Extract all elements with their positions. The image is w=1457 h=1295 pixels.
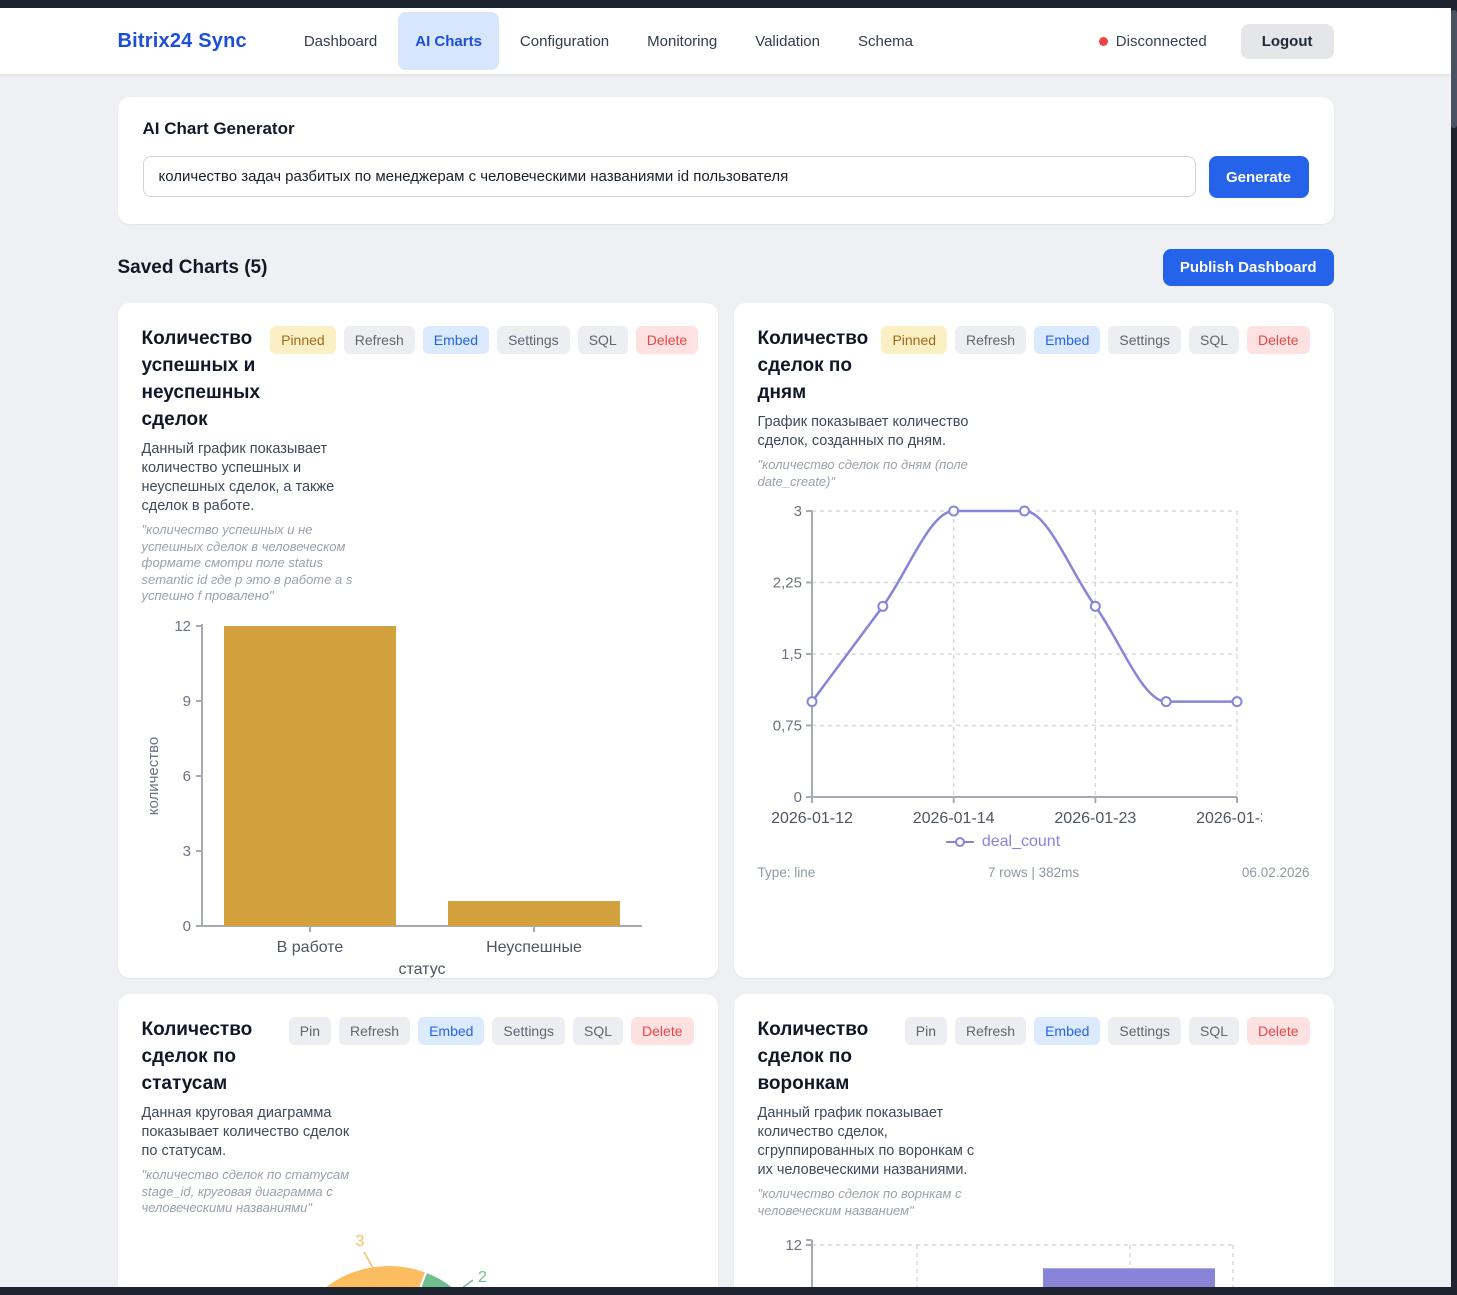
nav-item-monitoring[interactable]: Monitoring — [647, 32, 718, 50]
svg-text:статус: статус — [398, 961, 445, 978]
bar-chart: 129 — [758, 1232, 1310, 1287]
svg-text:2026-01-23: 2026-01-23 — [1054, 810, 1136, 825]
svg-text:9: 9 — [182, 693, 190, 710]
page: Bitrix24 Sync Dashboard AI Charts Configur… — [0, 8, 1451, 1287]
nav-item-schema[interactable]: Schema — [857, 32, 914, 50]
settings-badge-button[interactable]: Settings — [492, 1017, 566, 1045]
bar-chart: 0 3 6 9 12 В работе Неуспешные статус количество — [142, 618, 694, 979]
delete-badge-button[interactable]: Delete — [631, 1017, 694, 1045]
chart-card-deals-by-funnel: Количество сделок по воронкам Pin Refresh… — [733, 994, 1334, 1287]
chart-legend: deal_count — [758, 833, 1248, 851]
delete-badge-button[interactable]: Delete — [1247, 326, 1310, 354]
refresh-badge-button[interactable]: Refresh — [955, 1017, 1027, 1045]
chart-date-label: 06.02.2026 — [1241, 865, 1310, 880]
pinned-badge-button[interactable]: Pinned — [270, 326, 336, 354]
chart-title: Количество сделок по воронкам — [757, 1019, 869, 1094]
delete-badge-button[interactable]: Delete — [1247, 1017, 1310, 1045]
chart-title: Количество успешных и неуспешных сделок — [141, 328, 261, 430]
status-label: Disconnected — [1115, 32, 1207, 50]
settings-badge-button[interactable]: Settings — [1108, 326, 1182, 354]
top-navigation-bar: Bitrix24 Sync Dashboard AI Charts Configur… — [0, 8, 1451, 74]
chart-prompt: "количество сделок по ворнкам с человече… — [757, 1186, 962, 1218]
svg-text:12: 12 — [785, 1237, 802, 1254]
svg-text:0: 0 — [793, 789, 801, 806]
svg-text:2,25: 2,25 — [772, 575, 801, 592]
logout-button[interactable]: Logout — [1240, 23, 1334, 59]
pin-badge-button[interactable]: Pin — [904, 1017, 948, 1045]
svg-text:количество: количество — [145, 736, 162, 815]
pinned-badge-button[interactable]: Pinned — [881, 326, 948, 354]
svg-text:3: 3 — [793, 503, 801, 520]
chart-actions: Pin Refresh Embed Settings SQL Delete — [904, 1017, 1310, 1045]
chart-description: Данный график показывает количество успе… — [141, 441, 335, 514]
chart-actions: Pin Refresh Embed Settings SQL Delete — [288, 1017, 694, 1045]
settings-badge-button[interactable]: Settings — [1108, 1017, 1182, 1045]
embed-badge-button[interactable]: Embed — [422, 326, 490, 354]
sql-badge-button[interactable]: SQL — [577, 326, 628, 354]
prompt-input[interactable] — [142, 156, 1196, 197]
nav-item-configuration[interactable]: Configuration — [519, 32, 610, 50]
chart-type-label: Type: line — [757, 865, 816, 880]
svg-text:2026-01-31: 2026-01-31 — [1196, 810, 1262, 825]
saved-charts-heading: Saved Charts (5) — [117, 256, 268, 278]
svg-text:0,75: 0,75 — [772, 718, 801, 735]
svg-text:0: 0 — [182, 918, 190, 935]
legend-label: deal_count — [981, 833, 1061, 850]
generate-button[interactable]: Generate — [1208, 156, 1309, 198]
chart-actions: Pinned Refresh Embed Settings SQL Delete — [881, 326, 1310, 354]
status-dot-icon — [1098, 36, 1108, 46]
refresh-badge-button[interactable]: Refresh — [343, 326, 415, 354]
chart-card-deals-success: Количество успешных и неуспешных сделок … — [117, 303, 718, 979]
svg-text:Неуспешные: Неуспешные — [486, 939, 582, 956]
sql-badge-button[interactable]: SQL — [573, 1017, 624, 1045]
app-logo: Bitrix24 Sync — [117, 29, 247, 52]
embed-badge-button[interactable]: Embed — [418, 1017, 485, 1045]
line-chart: 0 0,75 1,5 2,25 3 2026-01-12 2026-01-14 2026-01… — [758, 503, 1310, 825]
nav-item-ai-charts[interactable]: AI Charts — [398, 12, 499, 70]
pin-badge-button[interactable]: Pin — [288, 1017, 332, 1045]
svg-text:2026-01-12: 2026-01-12 — [771, 810, 853, 825]
charts-grid: Количество успешных и неуспешных сделок … — [117, 303, 1334, 1287]
connection-status: Disconnected — [1098, 32, 1207, 50]
svg-text:6: 6 — [182, 768, 190, 785]
nav-item-dashboard[interactable]: Dashboard — [303, 32, 378, 50]
chart-card-deals-by-day: Количество сделок по дням Pinned Refresh E… — [733, 303, 1334, 978]
refresh-badge-button[interactable]: Refresh — [955, 326, 1027, 354]
chart-rows-label: 7 rows | 382ms — [987, 865, 1080, 880]
chart-prompt: "количество сделок по дням (поле date_cr… — [757, 457, 968, 489]
embed-badge-button[interactable]: Embed — [1034, 326, 1101, 354]
svg-text:В работе: В работе — [276, 939, 343, 956]
chart-description: График показывает количество сделок, соз… — [757, 414, 969, 449]
sql-badge-button[interactable]: SQL — [1189, 1017, 1240, 1045]
svg-text:3: 3 — [355, 1233, 364, 1250]
publish-dashboard-button[interactable]: Publish Dashboard — [1162, 249, 1334, 286]
embed-badge-button[interactable]: Embed — [1034, 1017, 1101, 1045]
chart-actions: Pinned Refresh Embed Settings SQL Delete — [270, 326, 699, 354]
svg-text:2026-01-14: 2026-01-14 — [912, 810, 994, 825]
chart-title: Количество сделок по дням — [757, 328, 869, 403]
legend-marker-icon — [945, 837, 974, 847]
svg-text:1,5: 1,5 — [781, 646, 802, 663]
chart-prompt: "количество сделок по статусам stage_id,… — [141, 1167, 350, 1215]
settings-badge-button[interactable]: Settings — [497, 326, 570, 354]
chart-card-deals-by-status: Количество сделок по статусам Pin Refresh… — [117, 994, 718, 1287]
refresh-badge-button[interactable]: Refresh — [339, 1017, 411, 1045]
svg-text:2: 2 — [478, 1269, 487, 1286]
sql-badge-button[interactable]: SQL — [1189, 326, 1240, 354]
chart-title: Количество сделок по статусам — [141, 1019, 253, 1094]
chart-description: Данная круговая диаграмма показывает кол… — [141, 1105, 350, 1159]
delete-badge-button[interactable]: Delete — [635, 326, 699, 354]
main-nav: Dashboard AI Charts Configuration Monitorin… — [285, 8, 932, 74]
ai-chart-generator-card: AI Chart Generator Generate — [117, 97, 1334, 224]
chart-description: Данный график показывает количество сдел… — [757, 1105, 975, 1178]
svg-text:12: 12 — [174, 618, 191, 635]
scrollbar-thumb[interactable] — [1451, 10, 1457, 128]
nav-item-validation[interactable]: Validation — [755, 32, 820, 50]
chart-prompt: "количество успешных и не успешных сдело… — [141, 522, 353, 603]
main-content: AI Chart Generator Generate Saved Charts… — [117, 97, 1334, 1287]
generator-title: AI Chart Generator — [142, 119, 295, 138]
svg-text:3: 3 — [182, 843, 190, 860]
